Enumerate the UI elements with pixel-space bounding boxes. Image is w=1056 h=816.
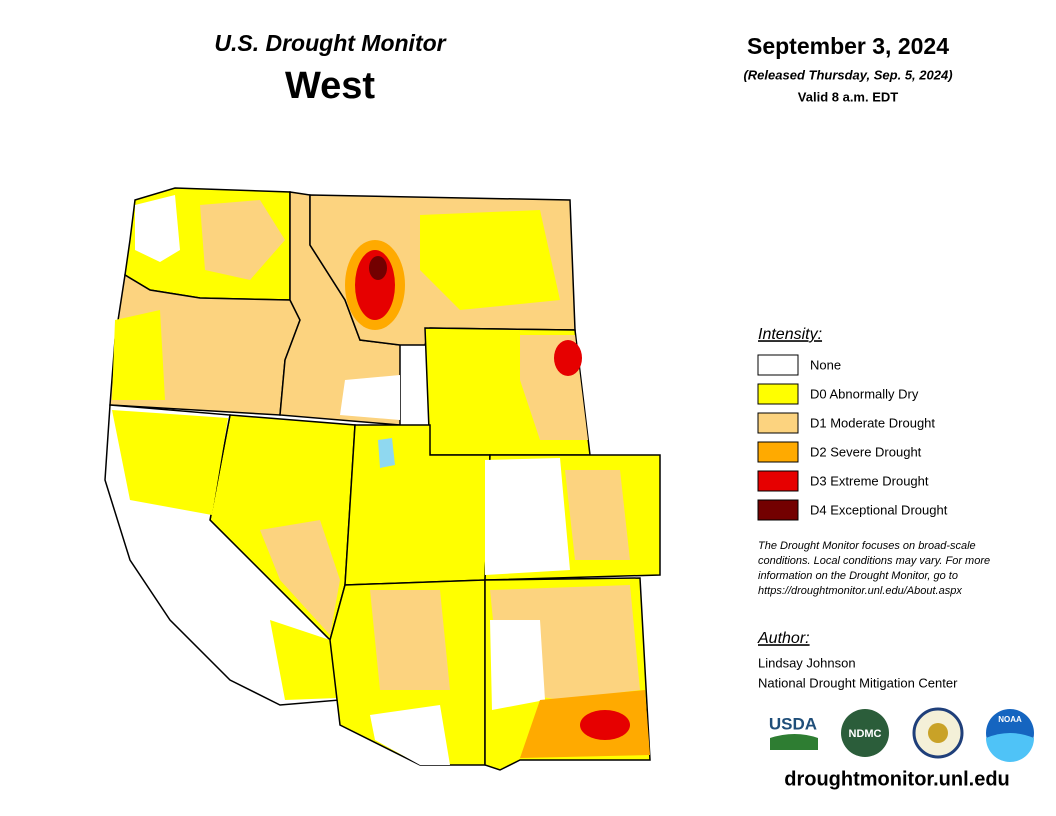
legend-swatch: [757, 412, 799, 434]
region-none: [485, 458, 570, 575]
note-line: The Drought Monitor focuses on broad-sca…: [758, 540, 976, 552]
region-none: [340, 375, 400, 420]
date: September 3, 2024: [747, 33, 949, 59]
region-d1: [565, 470, 630, 560]
region-d1: [200, 200, 285, 280]
author-org: National Drought Mitigation Center: [758, 675, 958, 690]
legend-swatch: [757, 383, 799, 405]
legend-swatch: [757, 354, 799, 376]
note-line: https://droughtmonitor.unl.edu/About.asp…: [758, 585, 962, 597]
legend-label: D2 Severe Drought: [810, 444, 922, 459]
note: The Drought Monitor focuses on broad-sca…: [758, 540, 990, 597]
legend-label: D0 Abnormally Dry: [810, 386, 919, 401]
region-d0: [270, 620, 338, 700]
url: droughtmonitor.unl.edu: [784, 768, 1010, 790]
logo-noaa-wave: [986, 733, 1034, 762]
map: [104, 187, 661, 771]
legend-label: D1 Moderate Drought: [810, 415, 935, 430]
note-line: conditions. Local conditions may vary. F…: [758, 555, 990, 567]
logo-doc-center: [928, 723, 948, 743]
region-none: [370, 705, 450, 765]
legend: None D0 Abnormally Dry D1 Moderate Drought…: [757, 354, 948, 521]
released: (Released Thursday, Sep. 5, 2024): [743, 67, 952, 82]
legend-swatch: [757, 441, 799, 463]
region-d0: [112, 410, 228, 515]
region-d1: [260, 520, 340, 635]
logo-usda: USDA: [769, 714, 817, 733]
logo-ndmc-bg: [841, 709, 889, 757]
author-name: Lindsay Johnson: [758, 655, 856, 670]
logo-usda-mark: [770, 734, 818, 750]
region: West: [285, 65, 375, 107]
region-d3: [554, 340, 582, 376]
region-d3: [580, 710, 630, 740]
legend-label: D3 Extreme Drought: [810, 473, 929, 488]
legend-swatch: [757, 499, 799, 521]
legend-label: None: [810, 357, 841, 372]
author-title: Author:: [757, 630, 810, 647]
region-d4: [369, 256, 387, 280]
lake: [378, 438, 395, 468]
region-none: [490, 620, 545, 710]
logo-noaa: NOAA: [998, 715, 1022, 724]
region-d0: [112, 310, 165, 400]
logo-ndmc: NDMC: [849, 728, 882, 740]
legend-swatch: [757, 470, 799, 492]
legend-label: D4 Exceptional Drought: [810, 502, 948, 517]
valid: Valid 8 a.m. EDT: [798, 89, 898, 104]
title: U.S. Drought Monitor: [214, 30, 446, 56]
region-d0: [420, 210, 560, 310]
region-d1: [370, 590, 450, 690]
logos: USDA NDMC NOAA: [768, 707, 1034, 762]
note-line: information on the Drought Monitor, go t…: [758, 570, 958, 582]
region-none: [135, 195, 180, 262]
legend-title: Intensity:: [758, 326, 822, 343]
